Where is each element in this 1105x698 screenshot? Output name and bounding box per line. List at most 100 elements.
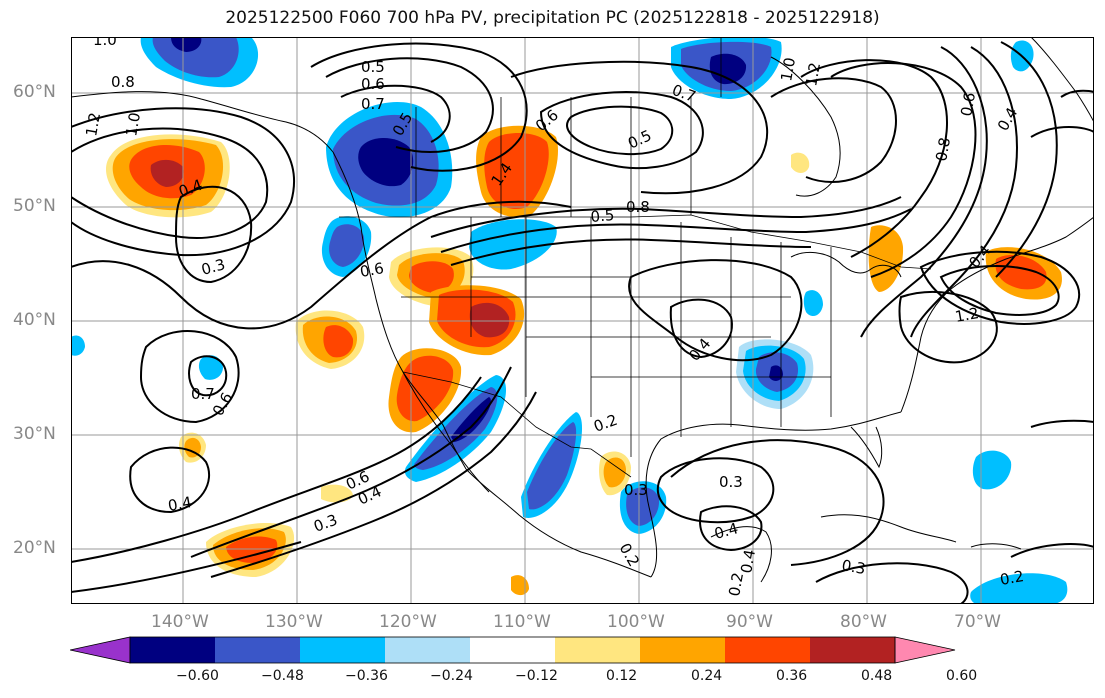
lat-label-30n: 30°N <box>13 424 56 444</box>
colorbar-cell <box>300 637 385 663</box>
colorbar-tick: 0.60 <box>946 668 978 684</box>
lat-label-60n: 60°N <box>13 82 56 102</box>
pv-contour <box>830 62 977 278</box>
colorbar-tick: 0.24 <box>691 668 723 684</box>
coastline-cuba <box>820 514 957 543</box>
colorbar-cell <box>470 637 555 663</box>
colorbar-cell <box>640 637 725 663</box>
pv-contour <box>770 77 897 183</box>
contour-label: 0.4 <box>737 548 759 575</box>
lat-label-50n: 50°N <box>13 196 56 216</box>
coastline-hudson-bay <box>770 56 841 197</box>
pv-contour <box>628 259 803 362</box>
contour-label: 1.2 <box>802 61 824 88</box>
lon-label-100w: 100°W <box>607 612 665 632</box>
contour-label: 0.6 <box>359 259 386 281</box>
colorbar-cell <box>555 637 640 663</box>
coastline-west <box>332 151 467 470</box>
contour-label: 0.8 <box>626 198 650 216</box>
lon-label-110w: 110°W <box>493 612 551 632</box>
pv-contour <box>898 291 998 364</box>
colorbar-tick: −0.36 <box>345 668 388 684</box>
pv-contour <box>325 57 494 153</box>
pv-contour <box>430 196 902 238</box>
coastline-gulf <box>645 411 902 578</box>
contour-label: 0.5 <box>590 206 615 226</box>
pv-contour <box>669 298 733 359</box>
coastlines <box>71 37 1094 583</box>
anomaly-negative-area <box>171 37 202 52</box>
anomaly-negative-area <box>972 450 1012 490</box>
anomaly-negative-area <box>198 355 223 380</box>
anomaly-positive-area <box>469 302 510 338</box>
map-frame <box>71 37 1094 604</box>
pv-contour <box>910 46 1018 338</box>
pv-contour <box>510 60 769 195</box>
anomaly-positive-area <box>791 152 810 173</box>
anomaly-negative-area <box>469 219 557 270</box>
colorbar-cell <box>130 637 215 663</box>
coastline-florida <box>850 426 883 469</box>
pv-contour <box>450 238 812 266</box>
map-canvas: 1.0 0.8 1.2 1.0 0.4 0.3 0.5 0.6 0.7 0.6 … <box>71 37 1094 604</box>
colorbar-extend-low <box>70 636 131 664</box>
contour-label: 1.0 <box>122 111 144 138</box>
colorbar-tick: −0.12 <box>515 668 558 684</box>
contour-label: 0.2 <box>725 571 747 598</box>
pv-contour <box>188 355 228 397</box>
pv-contour <box>71 376 482 563</box>
anomaly-positive-area <box>409 261 454 293</box>
colorbar-extend-high <box>894 636 956 664</box>
anomaly-negative-area <box>329 224 365 267</box>
lon-label-130w: 130°W <box>265 612 323 632</box>
colorbar-tick: 0.12 <box>606 668 638 684</box>
pv-contours <box>71 41 1094 604</box>
anomaly-negative-area <box>527 422 577 510</box>
pv-contour <box>190 366 512 558</box>
anomaly-negative-area <box>152 37 239 78</box>
pv-contour <box>71 107 295 257</box>
contour-label: 0.7 <box>361 95 385 113</box>
anomaly-negative-area <box>709 53 747 85</box>
pv-contour <box>210 391 537 578</box>
pv-contour <box>670 439 885 566</box>
colorbar-tick: 0.48 <box>861 668 893 684</box>
lon-label-80w: 80°W <box>840 612 887 632</box>
coastline-yucatan <box>710 526 772 583</box>
contour-label: 0.7 <box>191 385 215 403</box>
coastline-hispaniola <box>970 543 1022 550</box>
pv-contour <box>139 330 240 424</box>
pv-contour <box>860 46 988 338</box>
pv-contour <box>129 446 211 514</box>
contour-label: 0.8 <box>932 136 954 163</box>
pv-contour <box>815 562 969 604</box>
lon-label-90w: 90°W <box>726 612 773 632</box>
pv-contour <box>939 264 1060 316</box>
contour-label: 1.0 <box>777 56 799 83</box>
colorbar-frame <box>129 636 896 664</box>
pv-contour <box>995 41 1058 278</box>
pv-contour <box>71 541 302 593</box>
colorbar-cell <box>810 637 895 663</box>
lon-label-70w: 70°W <box>954 612 1001 632</box>
anomaly-negative-area <box>970 573 1068 604</box>
lon-label-140w: 140°W <box>151 612 209 632</box>
contour-label: 0.2 <box>999 567 1026 589</box>
colorbar-cell <box>215 637 300 663</box>
anomaly-negative-area <box>803 290 823 317</box>
coastline-east <box>900 216 1094 413</box>
contour-label: 0.8 <box>111 73 135 91</box>
anomaly-positive-area <box>226 536 278 563</box>
colorbar-cell <box>385 637 470 663</box>
anomaly-negative-area <box>358 138 414 187</box>
contour-label: 0.6 <box>361 75 385 93</box>
anomaly-positive-area <box>184 437 201 458</box>
lon-label-120w: 120°W <box>379 612 437 632</box>
contour-label: 0.3 <box>840 556 867 578</box>
shaded-anomaly-layer <box>71 37 1068 604</box>
map-title: 2025122500 F060 700 hPa PV, precipitatio… <box>225 8 880 28</box>
pv-contour <box>1010 543 1094 558</box>
coastline-great-lakes <box>790 251 902 278</box>
colorbar-tick: −0.60 <box>176 668 219 684</box>
pv-contour <box>71 127 269 239</box>
